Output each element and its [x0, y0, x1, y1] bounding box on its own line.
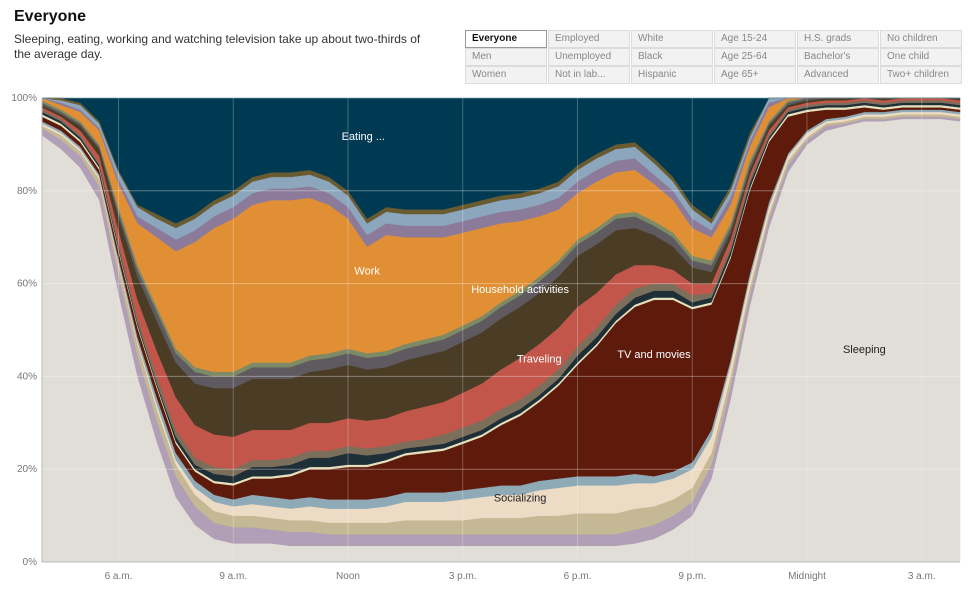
y-axis: 0% 20% 40% 60% 80% 100% — [11, 93, 43, 568]
filter-employed[interactable]: Employed — [548, 30, 630, 48]
layer-label-sleeping: Sleeping — [843, 344, 886, 356]
filter-age-15-24[interactable]: Age 15-24 — [714, 30, 796, 48]
x-tick-label: Midnight — [788, 571, 826, 582]
filter-age-25-64[interactable]: Age 25-64 — [714, 48, 796, 66]
filter-black[interactable]: Black — [631, 48, 713, 66]
filter-women[interactable]: Women — [465, 66, 547, 84]
x-tick-label: 3 p.m. — [449, 571, 477, 582]
filter-no-children[interactable]: No children — [880, 30, 962, 48]
y-tick-label: 20% — [17, 464, 37, 475]
y-tick-label: 100% — [11, 93, 37, 104]
filter-men[interactable]: Men — [465, 48, 547, 66]
filter-everyone[interactable]: Everyone — [465, 30, 547, 48]
layer-label-household-activities: Household activities — [471, 284, 569, 296]
y-tick-label: 80% — [17, 186, 37, 197]
layer-labels: Sleeping Socializing TV and movies Travelin… — [342, 131, 886, 505]
filter-two-children[interactable]: Two+ children — [880, 66, 962, 84]
layer-label-tv-and-movies: TV and movies — [617, 349, 691, 361]
filter-bachelor-s[interactable]: Bachelor's — [797, 48, 879, 66]
area-eating[interactable] — [42, 97, 960, 224]
y-tick-label: 60% — [17, 279, 37, 290]
filter-age-65[interactable]: Age 65+ — [714, 66, 796, 84]
filter-advanced[interactable]: Advanced — [797, 66, 879, 84]
filter-unemployed[interactable]: Unemployed — [548, 48, 630, 66]
demographic-filter-grid: Everyone Employed White Age 15-24 H.S. grads… — [465, 30, 962, 84]
x-tick-label: Noon — [336, 571, 360, 582]
stacked-area-chart: 0% 20% 40% 60% 80% 100% 6 a.m. 9 a.m. Noon 3 p.m… — [11, 93, 961, 582]
y-tick-label: 40% — [17, 371, 37, 382]
x-tick-label: 9 p.m. — [678, 571, 706, 582]
page-subtitle: Sleeping, eating, working and watching t… — [14, 32, 421, 61]
layer-label-socializing: Socializing — [494, 493, 547, 505]
filter-h-s-grads[interactable]: H.S. grads — [797, 30, 879, 48]
x-tick-label: 6 a.m. — [105, 571, 133, 582]
chart-areas — [41, 97, 961, 563]
x-tick-label: 9 a.m. — [219, 571, 247, 582]
x-tick-label: 3 a.m. — [908, 571, 936, 582]
layer-label-traveling: Traveling — [517, 353, 562, 365]
y-tick-label: 0% — [23, 557, 38, 568]
layer-label-eating: Eating ... — [342, 131, 385, 143]
x-tick-label: 6 p.m. — [564, 571, 592, 582]
layer-label-work: Work — [354, 265, 380, 277]
x-axis: 6 a.m. 9 a.m. Noon 3 p.m. 6 p.m. 9 p.m. Midnig… — [42, 561, 960, 582]
filter-white[interactable]: White — [631, 30, 713, 48]
filter-not-in-lab[interactable]: Not in lab... — [548, 66, 630, 84]
filter-one-child[interactable]: One child — [880, 48, 962, 66]
filter-hispanic[interactable]: Hispanic — [631, 66, 713, 84]
page-title: Everyone — [14, 8, 87, 25]
